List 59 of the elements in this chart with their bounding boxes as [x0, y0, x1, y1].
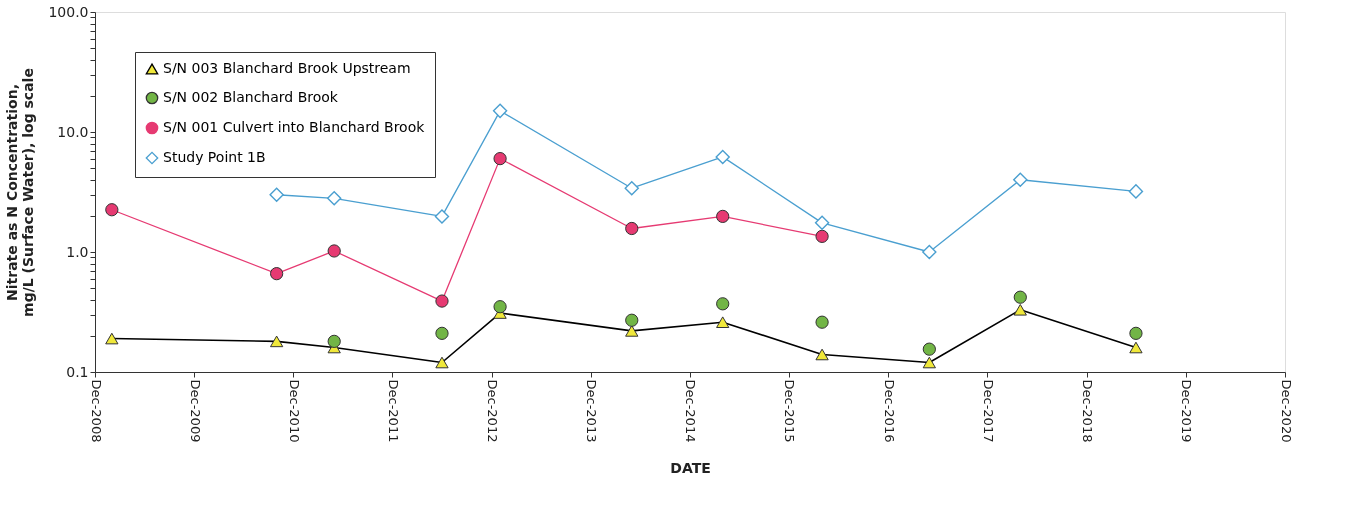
point	[716, 297, 730, 311]
point	[493, 300, 507, 314]
point	[270, 267, 284, 281]
x-tick-label: Dec-2010	[286, 379, 302, 443]
x-axis-title: DATE	[670, 460, 711, 477]
point	[327, 244, 341, 258]
x-tick-label: Dec-2013	[584, 379, 600, 443]
point	[815, 348, 829, 361]
x-tick-label: Dec-2011	[385, 379, 401, 443]
point	[625, 325, 639, 337]
point	[922, 356, 936, 369]
legend-label: S/N 001 Culvert into Blanchard Brook	[163, 119, 426, 135]
point	[715, 149, 730, 165]
point	[435, 356, 449, 369]
y-tick-label: 10.0	[57, 123, 89, 140]
point	[434, 209, 450, 224]
legend-label: Study Point 1B	[163, 149, 266, 165]
point	[493, 152, 507, 166]
point	[327, 334, 341, 348]
y-tick-label: 0.1	[66, 363, 89, 380]
point	[1013, 172, 1028, 187]
x-tick-label: Dec-2008	[88, 379, 104, 443]
point	[624, 181, 639, 196]
point	[1129, 341, 1143, 354]
point	[435, 294, 449, 308]
point	[1013, 303, 1027, 316]
y-tick-label: 1.0	[66, 243, 89, 260]
point	[105, 203, 119, 217]
point	[1129, 326, 1143, 340]
point	[326, 191, 342, 206]
point	[922, 342, 936, 356]
point	[105, 332, 119, 345]
x-tick-label: Dec-2012	[485, 379, 501, 443]
point	[815, 315, 829, 329]
y-axis-title: Nitrate as N Concentration, mg/L (Surface Water), log scale	[4, 68, 37, 317]
point	[1128, 184, 1144, 199]
point	[922, 244, 937, 260]
point	[435, 326, 449, 340]
point	[716, 209, 730, 224]
x-tick-label: Dec-2017	[980, 379, 996, 443]
x-tick-label: Dec-2020	[1278, 379, 1294, 443]
point	[814, 215, 830, 231]
point	[270, 335, 284, 348]
point	[815, 229, 829, 243]
x-tick-label: Dec-2019	[1179, 379, 1195, 443]
point	[625, 313, 639, 327]
point	[625, 221, 639, 236]
x-tick-label: Dec-2014	[683, 379, 699, 443]
point	[492, 103, 508, 119]
point	[716, 316, 730, 329]
x-tick-label: Dec-2016	[881, 379, 897, 443]
legend-label: S/N 002 Blanchard Brook	[163, 89, 339, 105]
point	[269, 187, 284, 202]
x-tick-label: Dec-2015	[782, 379, 798, 443]
legend-label: S/N 003 Blanchard Brook Upstream	[163, 60, 411, 76]
x-tick-label: Dec-2018	[1080, 379, 1096, 443]
y-tick-label: 100.0	[48, 3, 89, 20]
point	[1013, 290, 1027, 304]
x-tick-label: Dec-2009	[187, 379, 203, 443]
